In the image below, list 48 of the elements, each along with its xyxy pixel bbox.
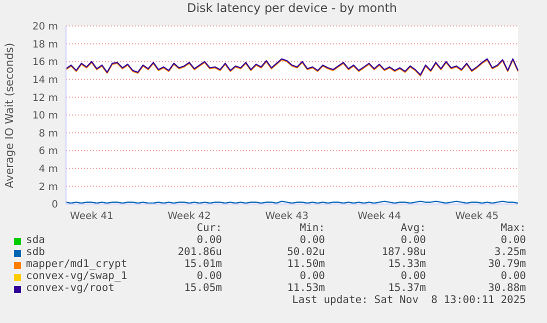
y-tick-label: 4 m [38, 164, 58, 175]
text: 50.02u [287, 246, 325, 258]
chart-title: Disk latency per device - by month [186, 1, 398, 15]
text: 3.25m [494, 246, 526, 258]
text: 0.00 [400, 270, 426, 282]
y-tick-label: 10 m [32, 110, 58, 122]
x-tick-label: Week 42 [168, 211, 211, 222]
y-tick-label: 18 m [32, 39, 58, 50]
text: 15.01m [184, 258, 222, 270]
y-tick-label: 2 m [38, 182, 58, 193]
x-tick-label: Week 44 [358, 211, 401, 222]
text: 15.33m [388, 258, 426, 270]
legend-label: sdb [26, 246, 45, 258]
legend-label: convex-vg/swap_1 [26, 270, 128, 282]
text: 0.00 [500, 234, 526, 246]
x-tick-label: Week 43 [265, 211, 309, 222]
text: 0.00 [500, 270, 526, 282]
text: 0.00 [300, 270, 325, 282]
text: Cur: [196, 222, 222, 234]
y-axis-title: Average IO Wait (seconds) [4, 42, 17, 188]
text: Avg: [400, 222, 426, 234]
text: 30.79m [488, 258, 526, 270]
y-tick-label: 16 m [32, 57, 58, 68]
x-tick-label: Week 41 [70, 211, 114, 222]
text: 0.00 [196, 270, 222, 282]
text: Max: [500, 222, 526, 234]
text: 11.50m [287, 258, 325, 270]
text: 11.53m [287, 282, 325, 294]
text: 0.00 [196, 234, 222, 246]
y-tick-label: 12 m [32, 92, 58, 104]
y-tick-label: 14 m [32, 74, 58, 86]
text: 0.00 [400, 234, 426, 246]
x-tick-label: Week 45 [455, 211, 499, 222]
text: 187.98u [382, 246, 426, 258]
legend-label: mapper/md1_crypt [26, 258, 128, 270]
text: 201.86u [178, 246, 222, 258]
y-tick-label: 0 [52, 200, 58, 211]
text: 0.00 [300, 234, 325, 246]
y-tick-label: 8 m [38, 128, 58, 140]
text: 15.37m [388, 282, 426, 294]
text: 30.88m [488, 282, 526, 294]
text: Min: [300, 222, 325, 234]
legend-label: convex-vg/root [26, 282, 115, 294]
y-tick-label: 6 m [38, 146, 58, 158]
legend-label: sda [26, 234, 45, 246]
y-tick-label: 20 m [32, 22, 58, 33]
text: Last update: Sat Nov 8 13:00:11 2025 [292, 294, 526, 306]
text: 15.05m [184, 282, 222, 294]
